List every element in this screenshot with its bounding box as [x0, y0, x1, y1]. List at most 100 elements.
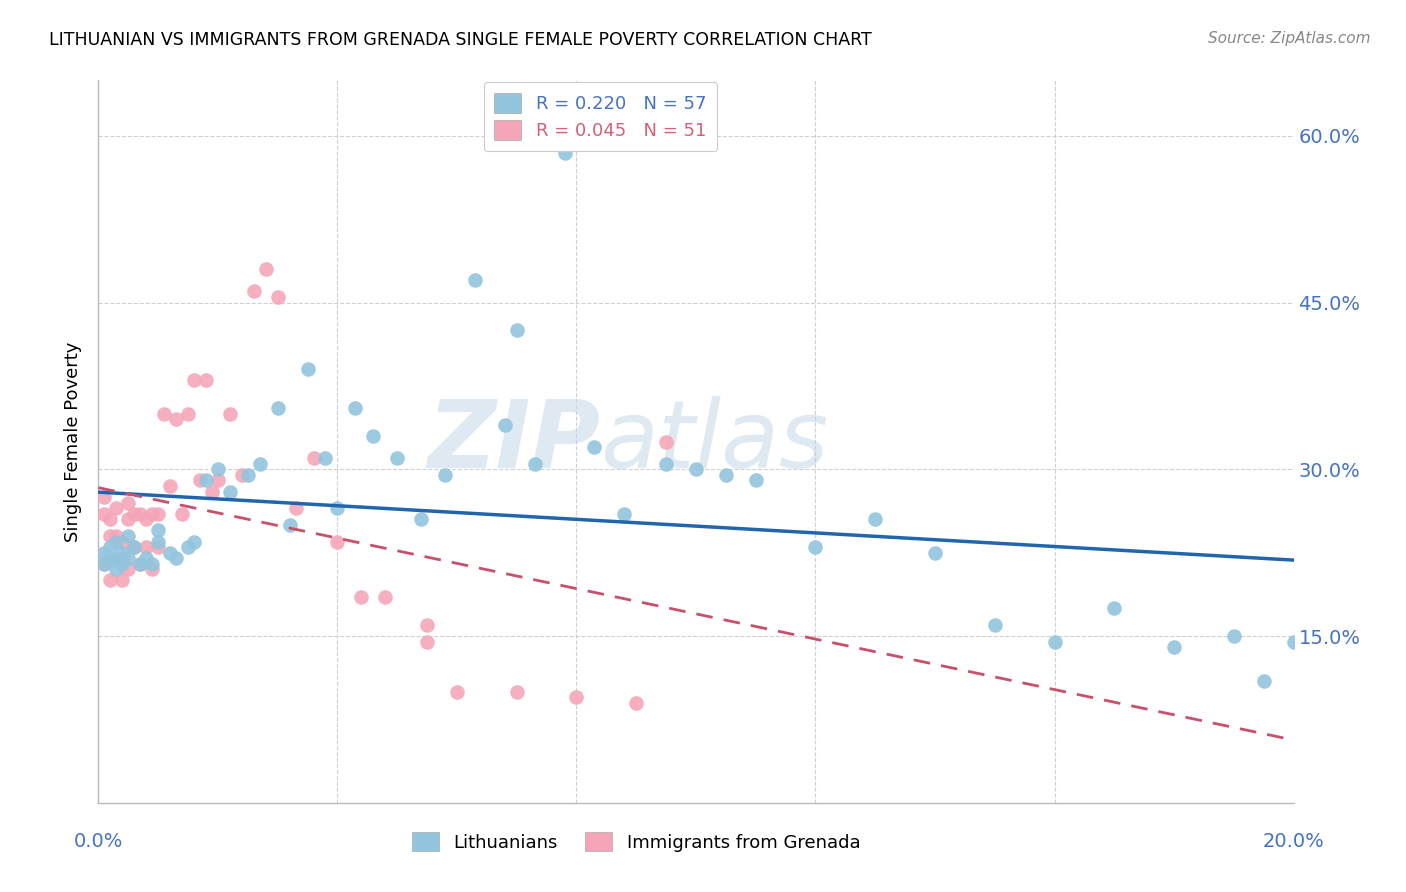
Point [434, 467, 457, 482]
Point [374, 590, 396, 604]
Text: atlas: atlas [600, 396, 828, 487]
Point [111, 551, 134, 566]
Y-axis label: Single Female Poverty: Single Female Poverty [65, 342, 83, 541]
Point [494, 417, 516, 432]
Point [93, 557, 115, 571]
Point [1163, 640, 1185, 655]
Text: 20.0%: 20.0% [1263, 831, 1324, 851]
Point [117, 551, 139, 566]
Point [135, 540, 157, 554]
Point [159, 479, 181, 493]
Point [984, 618, 1007, 632]
Point [111, 546, 134, 560]
Text: ZIP: ZIP [427, 395, 600, 488]
Point [117, 562, 139, 576]
Point [363, 429, 385, 443]
Point [267, 290, 290, 304]
Point [315, 451, 337, 466]
Point [565, 690, 588, 705]
Point [105, 529, 128, 543]
Point [523, 457, 546, 471]
Point [411, 512, 433, 526]
Point [326, 534, 349, 549]
Point [236, 467, 259, 482]
Point [267, 401, 290, 416]
Point [613, 507, 636, 521]
Point [148, 540, 170, 554]
Point [350, 590, 373, 604]
Point [1043, 634, 1066, 648]
Point [626, 696, 648, 710]
Point [583, 440, 606, 454]
Point [924, 546, 946, 560]
Point [111, 534, 134, 549]
Point [685, 462, 707, 476]
Point [1223, 629, 1246, 643]
Point [464, 273, 486, 287]
Point [159, 546, 181, 560]
Point [195, 373, 218, 387]
Text: LITHUANIAN VS IMMIGRANTS FROM GRENADA SINGLE FEMALE POVERTY CORRELATION CHART: LITHUANIAN VS IMMIGRANTS FROM GRENADA SI… [49, 31, 872, 49]
Point [141, 557, 163, 571]
Point [446, 684, 468, 698]
Point [655, 457, 678, 471]
Point [207, 474, 229, 488]
Point [98, 540, 122, 554]
Point [165, 412, 187, 426]
Point [105, 553, 128, 567]
Point [172, 507, 194, 521]
Point [141, 507, 163, 521]
Point [117, 496, 139, 510]
Point [129, 507, 152, 521]
Point [284, 501, 307, 516]
Text: Source: ZipAtlas.com: Source: ZipAtlas.com [1208, 31, 1371, 46]
Point [254, 262, 277, 277]
Point [105, 501, 128, 516]
Point [148, 534, 170, 549]
Point [135, 512, 157, 526]
Point [124, 540, 146, 554]
Point [98, 574, 122, 588]
Point [165, 551, 187, 566]
Point [297, 362, 319, 376]
Point [93, 557, 115, 571]
Legend: Lithuanians, Immigrants from Grenada: Lithuanians, Immigrants from Grenada [405, 824, 868, 859]
Point [188, 474, 211, 488]
Point [124, 507, 146, 521]
Point [326, 501, 349, 516]
Point [219, 407, 242, 421]
Point [93, 546, 115, 560]
Point [219, 484, 242, 499]
Point [183, 534, 205, 549]
Point [207, 462, 229, 476]
Point [243, 285, 266, 299]
Point [655, 434, 678, 449]
Point [111, 557, 134, 571]
Point [124, 540, 146, 554]
Point [111, 574, 134, 588]
Point [93, 507, 115, 521]
Point [278, 517, 301, 532]
Point [141, 562, 163, 576]
Point [416, 618, 439, 632]
Point [177, 407, 200, 421]
Point [129, 557, 152, 571]
Point [148, 507, 170, 521]
Point [385, 451, 409, 466]
Point [105, 534, 128, 549]
Point [117, 529, 139, 543]
Point [117, 512, 139, 526]
Point [1104, 601, 1126, 615]
Point [302, 451, 325, 466]
Point [1253, 673, 1275, 688]
Point [153, 407, 176, 421]
Point [506, 684, 529, 698]
Point [804, 540, 827, 554]
Point [745, 474, 768, 488]
Point [506, 323, 529, 337]
Point [865, 512, 887, 526]
Point [105, 562, 128, 576]
Point [1282, 634, 1305, 648]
Text: 0.0%: 0.0% [73, 831, 124, 851]
Point [554, 145, 576, 160]
